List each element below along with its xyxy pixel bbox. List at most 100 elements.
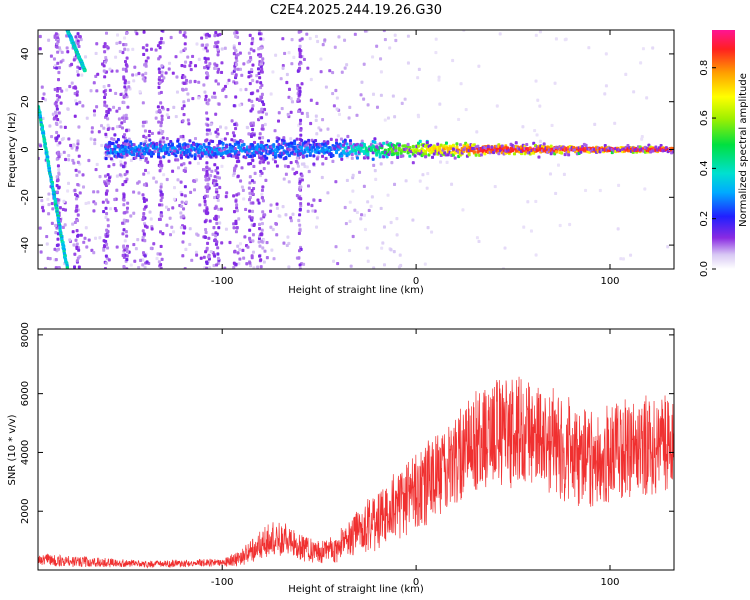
spec-noise-cell: [375, 105, 379, 109]
spec-carrier-halo: [108, 144, 112, 148]
spec-noise-cell: [534, 253, 538, 257]
spec-xtick-label: 0: [413, 276, 419, 287]
spec-noise-cell: [47, 202, 51, 207]
spec-column-cell: [217, 102, 221, 106]
spec-column-cell: [183, 75, 187, 79]
spec-column-cell: [246, 60, 250, 64]
spec-noise-cell: [94, 51, 98, 56]
spec-carrier-cell: [408, 145, 412, 150]
spec-carrier-cell: [364, 146, 368, 150]
spec-column-cell: [102, 244, 106, 249]
spec-noise-cell: [283, 51, 287, 56]
spec-column-cell: [249, 47, 253, 51]
spec-column-cell: [160, 257, 164, 261]
spec-noise-cell: [135, 32, 139, 36]
spec-column-cell: [75, 90, 79, 94]
spec-noise-cell: [189, 67, 193, 72]
spec-noise-cell: [87, 201, 91, 205]
spec-column-cell: [214, 112, 218, 116]
spec-column-cell: [105, 104, 109, 108]
snr-xtick-label: 0: [413, 577, 419, 588]
spec-carrier-cell: [211, 139, 215, 144]
spec-column-cell: [75, 245, 79, 249]
spec-carrier-cell: [444, 141, 448, 145]
spec-noise-cell: [132, 190, 136, 194]
spec-carrier-cell: [513, 152, 517, 156]
spec-column-cell: [55, 42, 59, 46]
spec-carrier-cell: [259, 151, 263, 156]
spec-column-cell: [204, 194, 208, 198]
spec-noise-cell: [194, 250, 198, 254]
spec-column-cell: [54, 266, 58, 269]
spec-noise-cell: [319, 57, 323, 61]
spec-column-cell: [56, 36, 60, 40]
spec-noise-cell: [284, 213, 288, 217]
spec-noise-cell: [666, 245, 670, 249]
spec-column-cell: [298, 52, 302, 56]
spec-noise-cell: [68, 238, 72, 242]
spec-noise-cell: [366, 103, 370, 107]
spec-noise-cell: [137, 191, 141, 195]
spec-column-cell: [55, 107, 59, 111]
spec-column-cell: [232, 209, 236, 214]
spec-noise-cell: [218, 221, 222, 225]
spec-carrier-halo: [425, 140, 429, 145]
spec-column-cell: [102, 209, 106, 214]
spec-noise-cell: [280, 106, 284, 111]
spec-column-cell: [298, 207, 302, 211]
spec-carrier-cell: [382, 141, 386, 145]
spec-noise-cell: [287, 51, 291, 55]
spec-noise-cell: [475, 130, 479, 134]
spec-noise-cell: [621, 257, 625, 261]
spec-noise-cell: [51, 112, 55, 116]
spec-noise-cell: [534, 199, 538, 204]
spec-column-cell: [251, 63, 255, 67]
spec-noise-cell: [242, 256, 246, 260]
spec-column-cell: [54, 223, 58, 228]
spec-noise-cell: [50, 201, 54, 206]
spec-noise-cell: [67, 181, 71, 185]
spec-column-cell: [234, 230, 238, 234]
spec-column-cell: [103, 50, 107, 54]
spec-column-cell: [56, 178, 60, 182]
spec-noise-cell: [176, 178, 180, 182]
spec-column-cell: [235, 31, 239, 35]
spec-noise-cell: [172, 230, 176, 234]
spec-noise-cell: [286, 235, 290, 239]
spec-noise-cell: [40, 85, 44, 89]
spec-noise-cell: [383, 118, 387, 122]
spec-noise-cell: [165, 223, 169, 227]
spec-noise-cell: [195, 42, 199, 46]
spec-column-cell: [55, 157, 59, 161]
spec-column-cell: [216, 128, 220, 132]
spec-column-cell: [102, 90, 106, 94]
spec-noise-cell: [199, 256, 203, 260]
spec-column-cell: [59, 101, 63, 105]
spec-column-cell: [76, 42, 80, 46]
spec-noise-cell: [332, 104, 336, 108]
spec-noise-cell: [394, 38, 398, 43]
spec-carrier-cell: [362, 144, 366, 148]
spec-column-cell: [260, 221, 264, 226]
spec-noise-cell: [226, 81, 230, 85]
spec-noise-cell: [78, 100, 82, 104]
spec-column-cell: [105, 212, 109, 216]
spec-noise-cell: [90, 130, 94, 134]
spec-noise-cell: [587, 46, 591, 50]
spec-carrier-halo: [167, 159, 171, 163]
spec-noise-cell: [326, 191, 330, 195]
spec-noise-cell: [149, 217, 153, 221]
spec-noise-cell: [139, 258, 143, 263]
spec-noise-cell: [291, 167, 295, 171]
spec-column-cell: [215, 263, 219, 267]
spec-carrier-cell: [354, 151, 358, 155]
spec-column-cell: [215, 240, 219, 244]
spec-column-cell: [232, 104, 236, 108]
spec-column-cell: [73, 265, 77, 269]
spec-noise-cell: [287, 95, 291, 99]
spec-noise-cell: [282, 136, 286, 140]
spec-noise-cell: [274, 221, 278, 226]
spec-column-cell: [214, 79, 218, 83]
spec-noise-cell: [421, 173, 425, 177]
spec-noise-cell: [457, 117, 461, 122]
